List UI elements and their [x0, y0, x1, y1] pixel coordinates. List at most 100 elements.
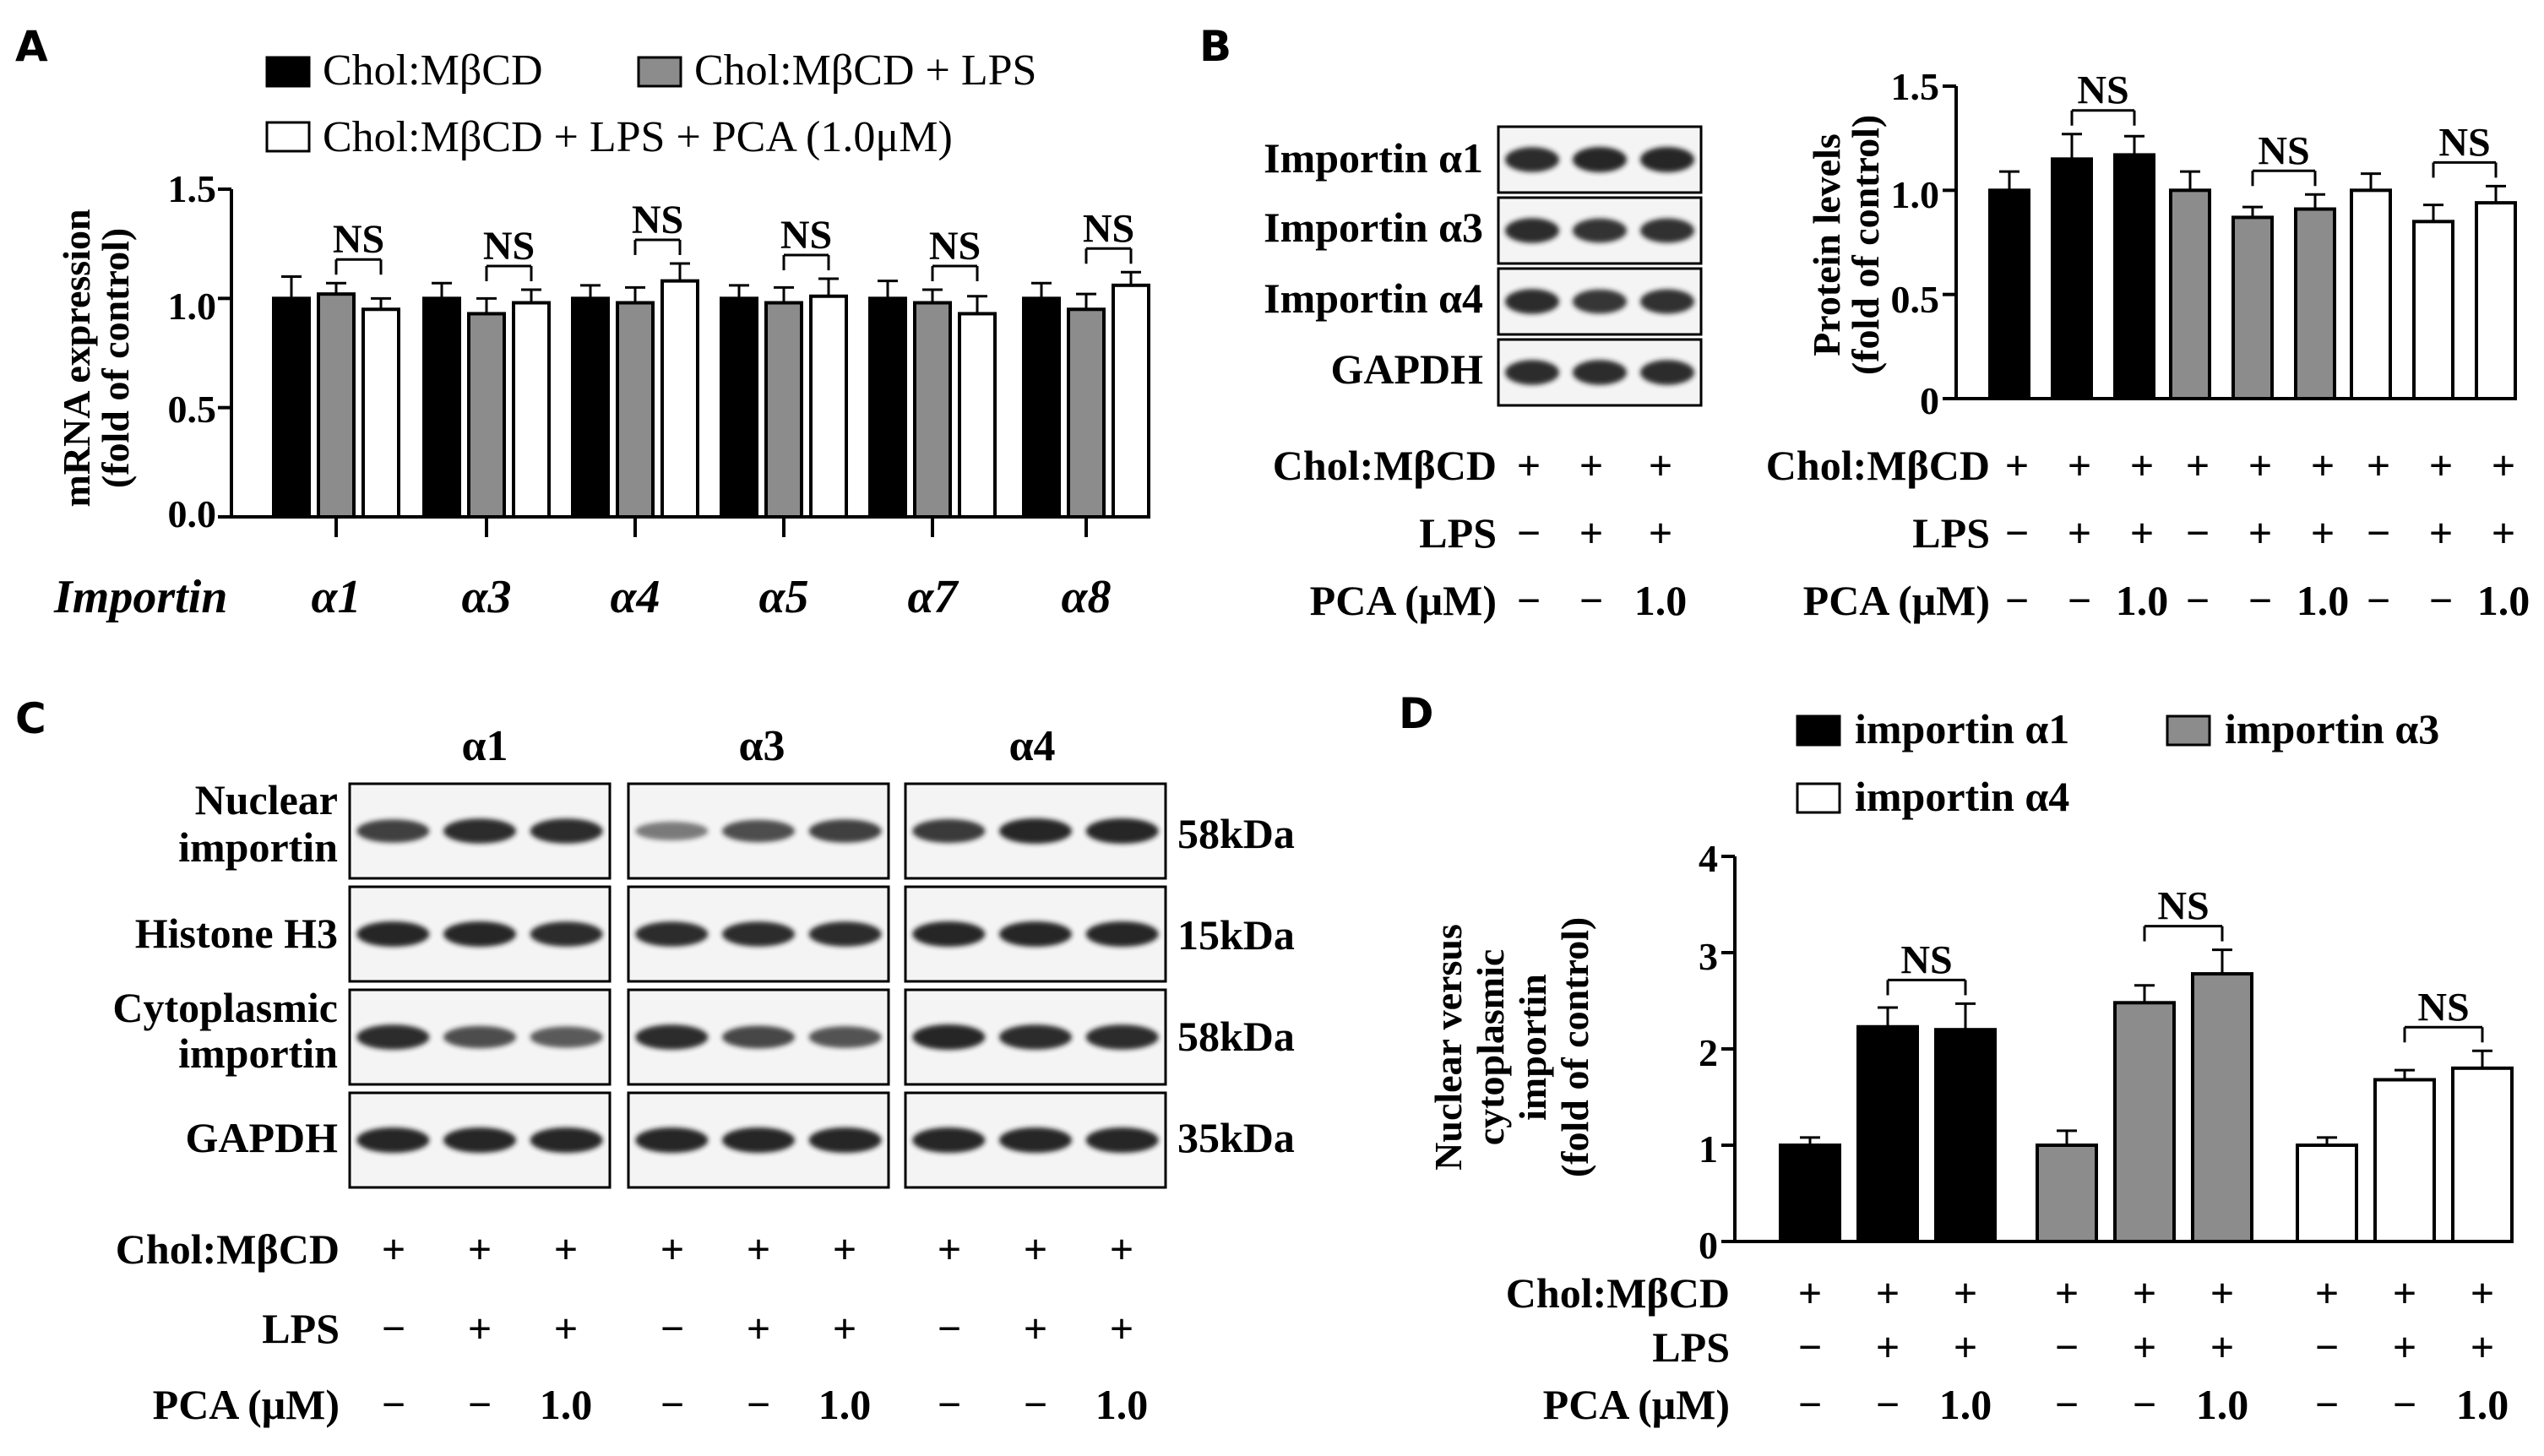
blot-b-row-3-band-2	[1573, 289, 1627, 314]
bar-a-g5-s2	[913, 301, 952, 519]
blot-c-row-label-2: Histone H3	[135, 910, 338, 957]
ytick-b-0-5: 0.5	[1891, 278, 1940, 321]
panel-a-xticks: α1 α3 α4 α5 α7 α8	[312, 571, 1112, 623]
bar-d-g3-b2	[2373, 1078, 2436, 1243]
ns-a-5-label: NS	[929, 224, 981, 269]
cond-b-chart-r2-v9: +	[2492, 509, 2516, 557]
cond-b-chart-r1-v1: +	[2005, 442, 2030, 489]
panel-d: D importin α1 importin α3 importin α4 Nu…	[1399, 689, 2514, 1428]
blot-c-r2-c2-band-3	[808, 921, 882, 947]
cond-b-chart-r3-v9: 1.0	[2477, 577, 2530, 624]
blot-c-size-4: 35kDa	[1177, 1114, 1295, 1161]
cond-c-r2-v9: +	[1110, 1305, 1134, 1352]
xtick-a-alpha7: α7	[908, 571, 959, 623]
blot-c-r2-c3-band-2	[999, 921, 1072, 947]
blot-c-r4-c2-band-3	[808, 1127, 882, 1153]
cond-d-r1-v7: +	[2315, 1269, 2340, 1317]
ns-a-1-label: NS	[333, 217, 384, 262]
cond-c-r2-v7: −	[938, 1305, 962, 1352]
blot-b-row-4-band-3	[1640, 360, 1694, 385]
ytick-a-1-0: 1.0	[168, 285, 217, 328]
blot-c-r1-c2-band-1	[635, 821, 709, 841]
bar-b-g1-b1	[1988, 188, 2030, 400]
cond-b-blot-r2-v1: −	[1517, 509, 1541, 557]
cond-d-r1-v1: +	[1798, 1269, 1823, 1317]
blot-c-r4-c3-band-1	[912, 1127, 986, 1153]
bar-b-g1-b2	[2051, 157, 2093, 400]
panel-b-ylabel-2: (fold of control)	[1844, 115, 1887, 375]
cond-d-r2-v4: −	[2055, 1323, 2079, 1371]
blot-b-row-3-band-1	[1505, 289, 1559, 314]
xtick-a-alpha4: α4	[611, 571, 660, 623]
panel-a-yticks: 1.5 1.0 0.5 0.0	[168, 167, 217, 535]
legend-d-swatch-gray	[2166, 714, 2211, 747]
cond-c-r3-v9: 1.0	[1095, 1381, 1149, 1428]
cond-d-r1-v3: +	[1954, 1269, 1978, 1317]
blot-c-r4-c1-band-2	[443, 1127, 516, 1153]
cond-b-chart-row-3: PCA (μM)	[1803, 577, 1990, 624]
bar-d-g3-b1	[2296, 1144, 2358, 1243]
bar-d-g2-b3	[2191, 972, 2253, 1243]
blot-c-r3-c3-band-3	[1085, 1024, 1159, 1050]
cond-b-chart-row-1: Chol:MβCD	[1766, 442, 1990, 489]
ns-a-2-label: NS	[483, 224, 535, 269]
legend-a-swatch-gray	[637, 56, 682, 88]
cond-b-chart-r2-v2: +	[2068, 509, 2092, 557]
blot-c-size-3: 58kDa	[1177, 1013, 1295, 1060]
cond-d-r1-v2: +	[1876, 1269, 1900, 1317]
panel-d-ylabel-3: importin	[1511, 974, 1554, 1121]
cond-c-r1-v1: +	[382, 1225, 406, 1273]
blot-c-size-1: 58kDa	[1177, 810, 1295, 857]
panel-d-ylabel-4: (fold of control)	[1553, 917, 1596, 1177]
panel-b-blot-labels: Importin α1 Importin α3 Importin α4 GAPD…	[1264, 134, 1483, 393]
ytick-b-1-0: 1.0	[1891, 173, 1940, 216]
cond-c-r2-v2: +	[468, 1305, 492, 1352]
cond-c-r1-v7: +	[938, 1225, 962, 1273]
cond-c-r2-v4: −	[660, 1305, 685, 1352]
cond-b-chart-r1-v3: +	[2130, 442, 2155, 489]
bar-d-g1-b2	[1856, 1024, 1919, 1244]
blot-c-r2-c1-band-1	[356, 921, 430, 947]
cond-c-r1-v2: +	[468, 1225, 492, 1273]
panel-c-row-labels: Nuclear importin Histone H3 Cytoplasmic …	[112, 776, 338, 1161]
panel-a-xtitle: Importin	[53, 571, 227, 623]
panel-a-label: A	[15, 22, 48, 71]
panel-d-ylabel-1: Nuclear versus	[1427, 924, 1470, 1171]
cond-b-chart-row-2: LPS	[1912, 509, 1990, 557]
blot-b-row-4-band-2	[1573, 360, 1627, 385]
blot-c-r1-c3-band-1	[912, 818, 986, 844]
blot-b-row-2-band-1	[1505, 218, 1559, 243]
cond-b-chart-r3-v6: 1.0	[2297, 577, 2350, 624]
bar-d-g3-b3	[2451, 1066, 2514, 1244]
panel-d-label: D	[1399, 689, 1434, 738]
blot-c-r3-c2-band-3	[808, 1026, 882, 1048]
cond-c-r3-v1: −	[382, 1381, 406, 1428]
cond-c-r2-v1: −	[382, 1305, 406, 1352]
cond-b-chart-r2-v8: +	[2429, 509, 2454, 557]
cond-d-row-1: Chol:MβCD	[1506, 1269, 1730, 1317]
blot-b-label-1: Importin α1	[1264, 134, 1483, 182]
legend-d-item-3: importin α4	[1855, 773, 2069, 820]
bar-a-g6-s3	[1112, 283, 1150, 519]
panel-d-legend: importin α1 importin α3 importin α4	[1796, 705, 2439, 820]
blot-c-r3-c1-band-2	[443, 1025, 516, 1049]
blot-c-r3-c2-band-1	[635, 1024, 709, 1050]
cond-c-r3-v2: −	[468, 1381, 492, 1428]
cond-b-chart-r2-v4: −	[2186, 509, 2210, 557]
blot-c-r4-c1-band-3	[530, 1127, 603, 1153]
blot-c-r3-c2-band-2	[722, 1025, 795, 1049]
cond-d-r2-v2: +	[1876, 1323, 1900, 1371]
cond-c-r3-v3: 1.0	[540, 1381, 593, 1428]
blot-c-column-alpha3: α3	[738, 722, 785, 770]
legend-d-item-1: importin α1	[1855, 705, 2069, 752]
legend-d-swatch-black	[1796, 714, 1841, 747]
cond-d-r3-v5: −	[2133, 1381, 2157, 1428]
panel-b-yticks: 1.5 1.0 0.5 0	[1891, 65, 1940, 422]
cond-d-r2-v3: +	[1954, 1323, 1978, 1371]
legend-a-item-1: Chol:MβCD	[323, 46, 543, 95]
cond-d-r3-v7: −	[2315, 1381, 2340, 1428]
xtick-a-alpha1: α1	[312, 571, 361, 623]
ns-b-3-label: NS	[2438, 120, 2490, 165]
cond-b-blot-r3-v1: −	[1517, 577, 1541, 624]
